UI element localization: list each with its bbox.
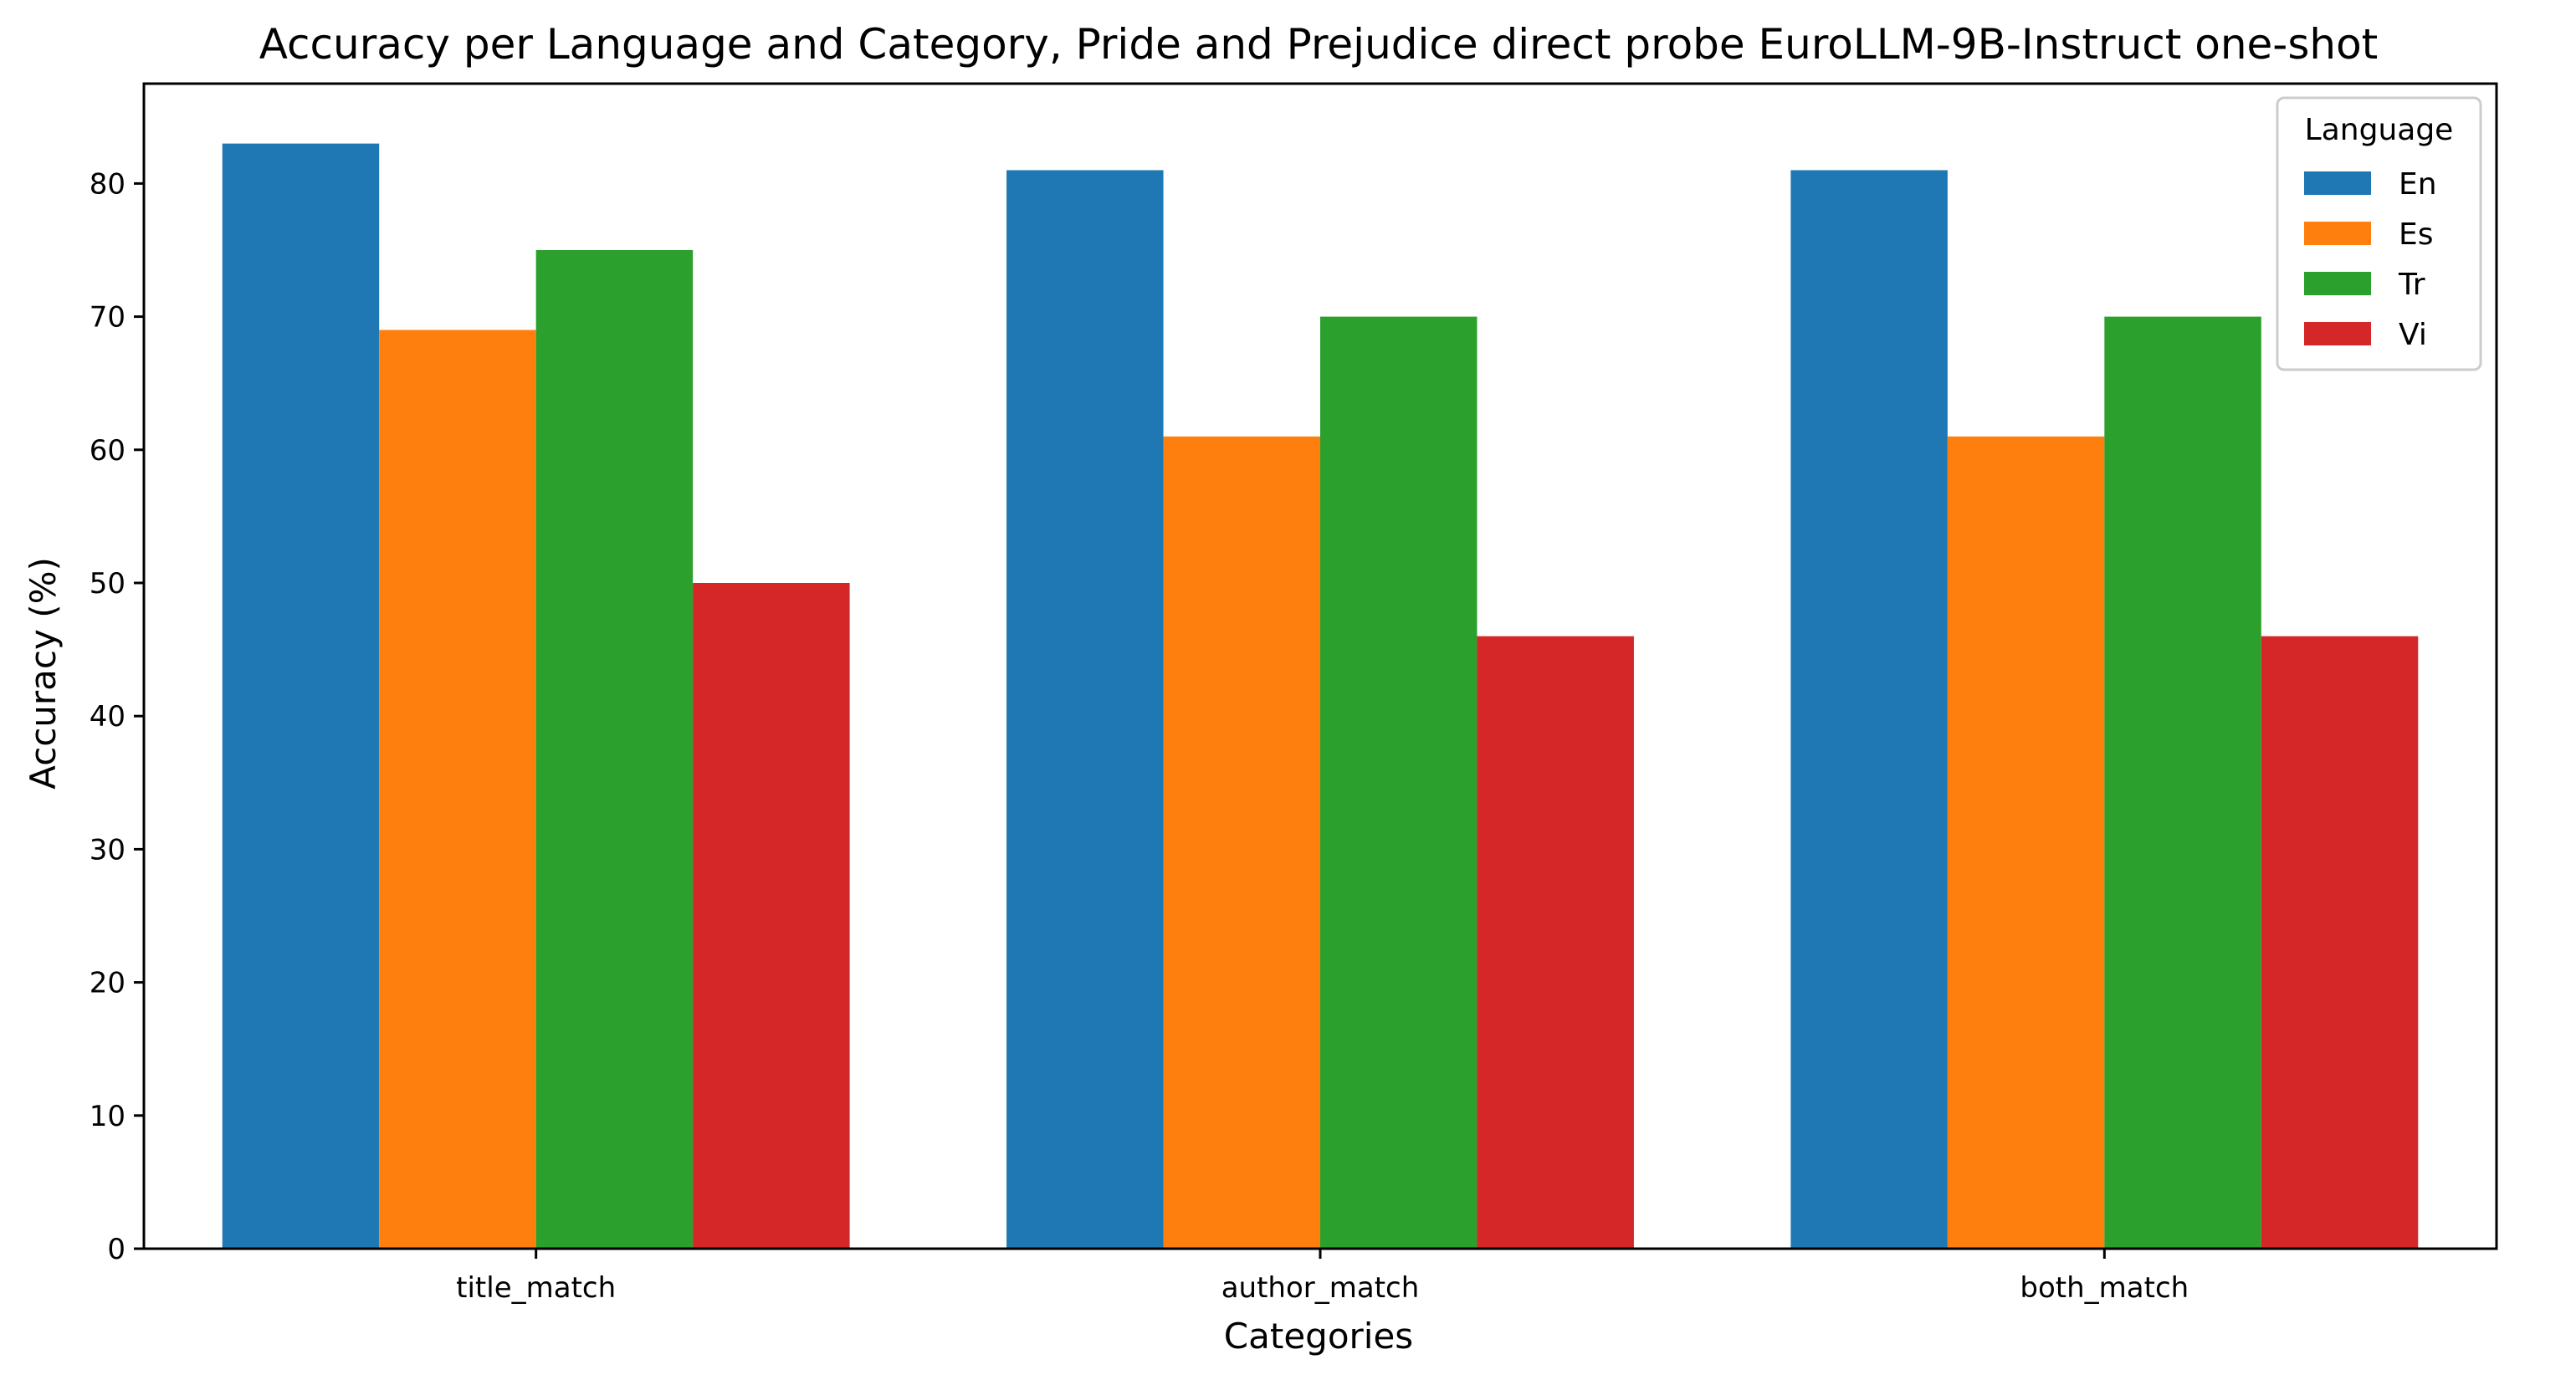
- legend-label-tr: Tr: [2398, 268, 2425, 302]
- legend-label-es: Es: [2399, 217, 2434, 252]
- y-tick-label: 80: [90, 167, 125, 201]
- bar-en-author_match: [1006, 170, 1164, 1250]
- legend-label-en: En: [2399, 167, 2437, 202]
- legend-swatch-en: [2304, 171, 2371, 195]
- y-tick-label: 0: [107, 1233, 125, 1266]
- bar-vi-author_match: [1477, 636, 1634, 1249]
- bar-en-both_match: [1790, 170, 1948, 1250]
- chart-title: Accuracy per Language and Category, Prid…: [259, 20, 2379, 69]
- plot-area-frame: [142, 82, 2498, 1250]
- legend-swatch-tr: [2304, 272, 2371, 295]
- legend: Language En Es Tr Vi: [2276, 96, 2482, 371]
- y-tick-label: 40: [90, 700, 125, 733]
- x-axis-ticks: title_match author_match both_match: [456, 1249, 2189, 1305]
- bar-en-title_match: [222, 143, 380, 1249]
- legend-box: [2276, 96, 2482, 371]
- y-tick-label: 60: [90, 434, 125, 468]
- x-tick-label: title_match: [456, 1271, 616, 1305]
- y-tick-label: 10: [90, 1100, 125, 1133]
- legend-swatch-es: [2304, 222, 2371, 245]
- y-tick-label: 20: [90, 967, 125, 1000]
- bar-tr-title_match: [535, 250, 694, 1249]
- bar-tr-author_match: [1320, 316, 1477, 1250]
- x-tick-label: author_match: [1221, 1271, 1420, 1305]
- y-tick-label: 30: [90, 833, 125, 866]
- y-axis-ticks: 0 10 20 30 40 50 60 70 80: [90, 167, 144, 1266]
- y-tick-label: 50: [90, 567, 125, 601]
- x-tick-label: both_match: [2020, 1271, 2189, 1305]
- legend-label-vi: Vi: [2399, 318, 2427, 352]
- y-tick-label: 70: [90, 301, 125, 335]
- x-axis-label: Categories: [1224, 1316, 1413, 1357]
- bar-tr-both_match: [2104, 316, 2261, 1250]
- bar-vi-both_match: [2261, 636, 2419, 1249]
- bar-vi-title_match: [693, 583, 850, 1249]
- bar-es-both_match: [1947, 436, 2105, 1249]
- y-axis-label: Accuracy (%): [23, 557, 64, 790]
- legend-title: Language: [2305, 113, 2454, 147]
- bar-es-title_match: [379, 330, 536, 1249]
- bar-es-author_match: [1163, 436, 1320, 1249]
- bars-group: [222, 143, 2419, 1250]
- legend-swatch-vi: [2304, 322, 2371, 345]
